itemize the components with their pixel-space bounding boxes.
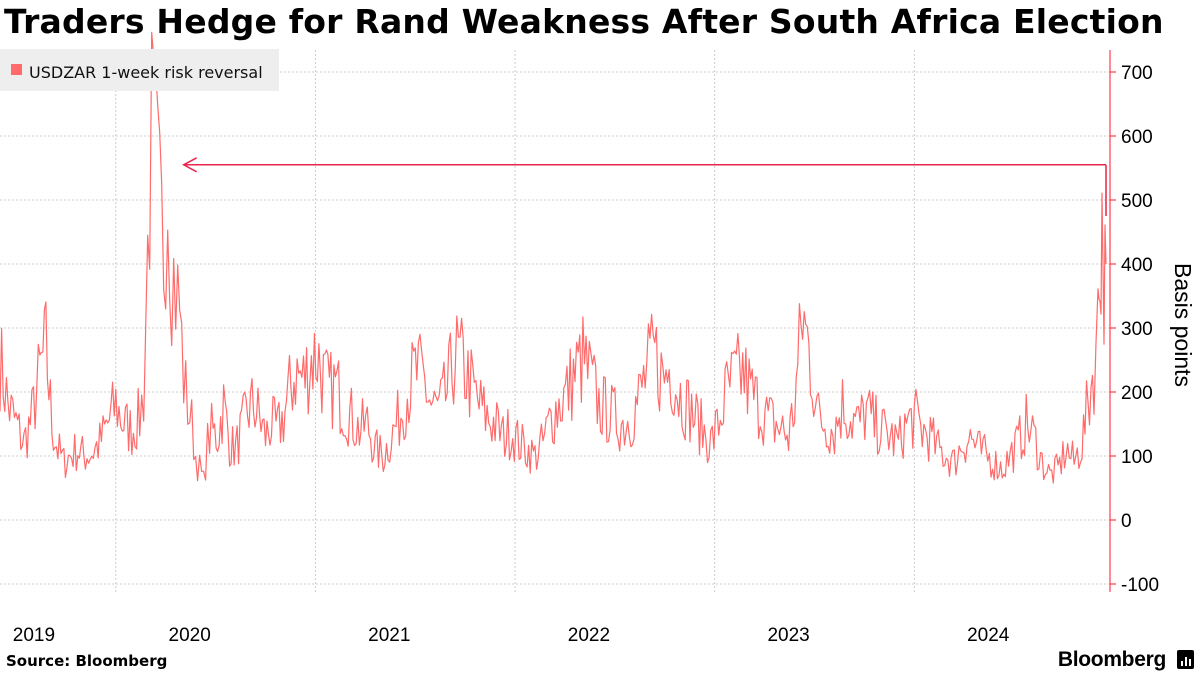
y-tick-label: 400 <box>1121 255 1153 276</box>
bloomberg-logo: Bloomberg <box>1057 648 1166 671</box>
y-axis: -100 0 100 200 300 400 500 600 700 <box>1109 50 1159 596</box>
annotation-arrowhead <box>182 157 198 173</box>
bloomberg-terminal-icon <box>1177 650 1194 669</box>
y-tick-label: -100 <box>1121 575 1159 596</box>
x-tick-label: 2023 <box>767 625 809 646</box>
source-note: Source: Bloomberg <box>6 652 168 670</box>
y-tick-label: 700 <box>1121 63 1153 84</box>
y-tick-label: 600 <box>1121 127 1153 148</box>
legend-background <box>0 49 279 91</box>
x-axis: 2019 2020 2021 2022 2023 2024 <box>13 625 1010 646</box>
x-tick-label: 2024 <box>967 625 1010 646</box>
gridlines <box>0 50 1110 592</box>
y-tick-label: 500 <box>1121 191 1153 212</box>
y-tick-label: 0 <box>1121 511 1132 532</box>
chart-title: Traders Hedge for Rand Weakness After So… <box>4 2 1164 41</box>
x-tick-label: 2022 <box>568 625 610 646</box>
x-tick-label: 2020 <box>169 625 211 646</box>
legend[interactable]: USDZAR 1-week risk reversal <box>0 49 279 91</box>
plot-area <box>0 31 1107 484</box>
y-tick-label: 300 <box>1121 319 1153 340</box>
legend-swatch <box>11 64 22 75</box>
x-tick-label: 2019 <box>13 625 55 646</box>
y-axis-label: Basis points <box>1170 263 1196 387</box>
x-tick-label: 2021 <box>368 625 410 646</box>
y-tick-label: 100 <box>1121 447 1153 468</box>
y-tick-label: 200 <box>1121 383 1153 404</box>
legend-entry-usdzar: USDZAR 1-week risk reversal <box>29 63 263 82</box>
series-line-usdzar <box>0 31 1107 484</box>
